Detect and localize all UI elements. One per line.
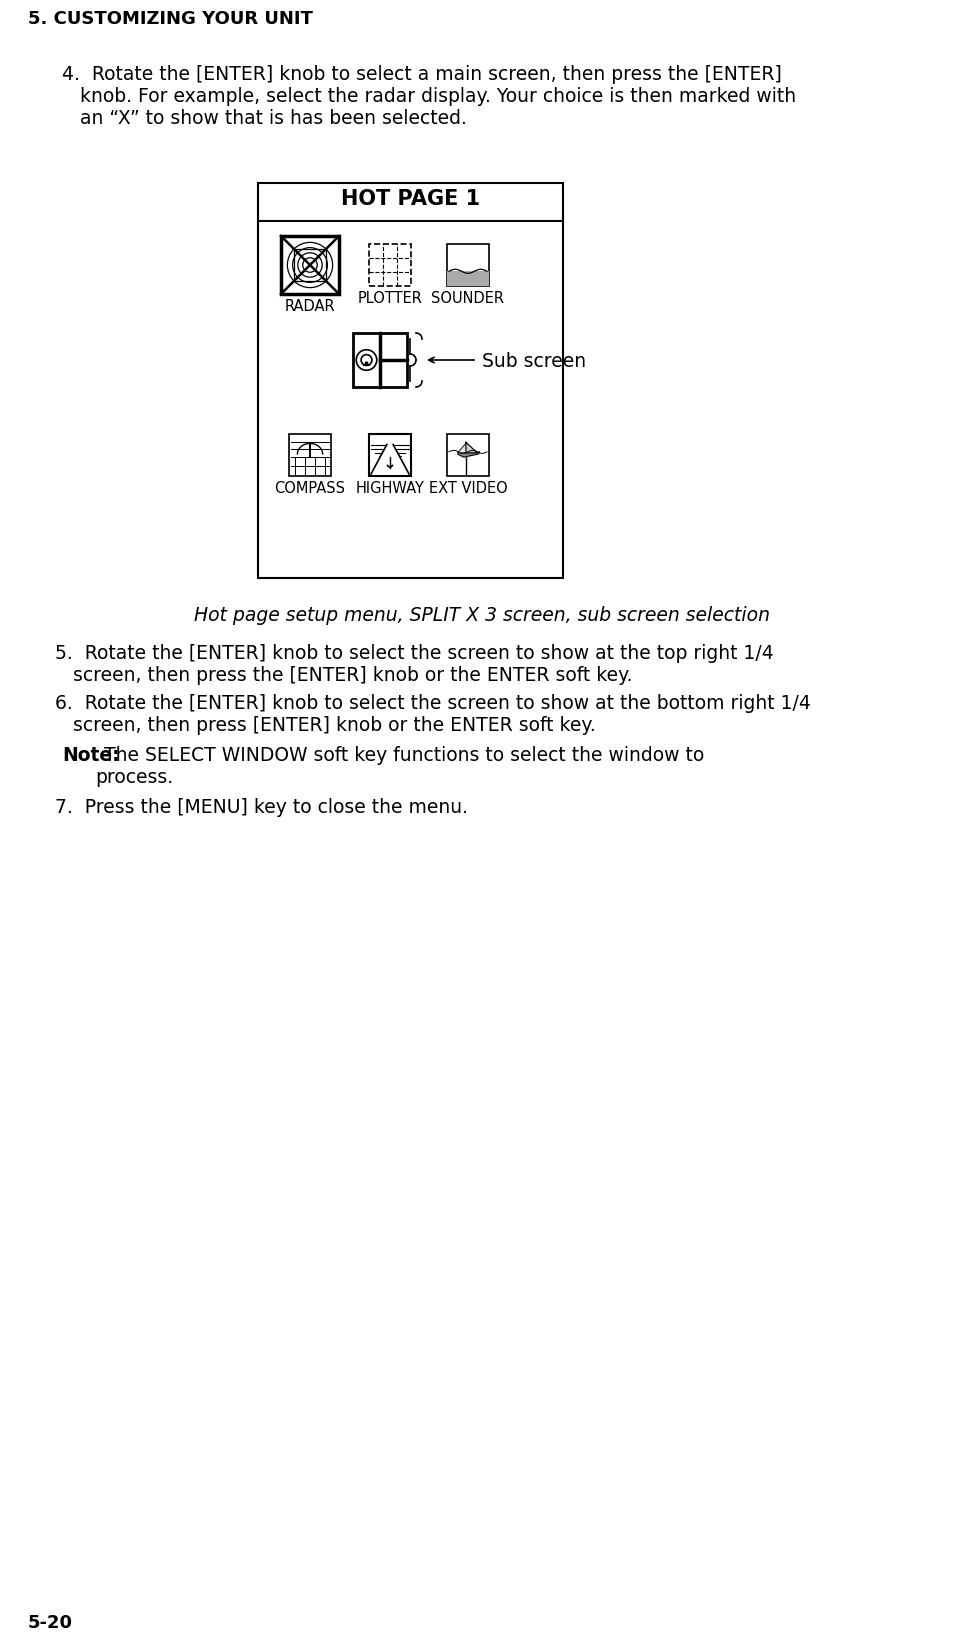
Text: 4.  Rotate the [ENTER] knob to select a main screen, then press the [ENTER]: 4. Rotate the [ENTER] knob to select a m…	[62, 65, 782, 83]
Polygon shape	[457, 443, 466, 453]
Bar	[369, 243, 411, 286]
Circle shape	[365, 361, 369, 364]
Text: SOUNDER: SOUNDER	[431, 291, 505, 306]
Text: HOT PAGE 1: HOT PAGE 1	[341, 190, 480, 209]
Text: PLOTTER: PLOTTER	[358, 291, 423, 306]
Text: Hot page setup menu, SPLIT X 3 screen, sub screen selection: Hot page setup menu, SPLIT X 3 screen, s…	[194, 606, 770, 624]
Text: screen, then press [ENTER] knob or the ENTER soft key.: screen, then press [ENTER] knob or the E…	[73, 716, 595, 735]
Bar	[294, 248, 326, 281]
Text: The SELECT WINDOW soft key functions to select the window to: The SELECT WINDOW soft key functions to …	[104, 747, 704, 765]
Bar	[258, 183, 563, 578]
Text: 5-20: 5-20	[28, 1614, 73, 1632]
Text: Sub screen: Sub screen	[482, 351, 586, 371]
Text: knob. For example, select the radar display. Your choice is then marked with: knob. For example, select the radar disp…	[80, 87, 796, 106]
Polygon shape	[466, 443, 478, 453]
Bar	[281, 235, 339, 294]
Text: EXT VIDEO: EXT VIDEO	[428, 480, 508, 497]
Text: RADAR: RADAR	[285, 299, 335, 314]
Text: HIGHWAY: HIGHWAY	[355, 480, 425, 497]
Text: 5.  Rotate the [ENTER] knob to select the screen to show at the top right 1/4: 5. Rotate the [ENTER] knob to select the…	[55, 644, 774, 663]
Bar	[447, 271, 489, 286]
Bar	[447, 243, 489, 286]
Text: 7.  Press the [MENU] key to close the menu.: 7. Press the [MENU] key to close the men…	[55, 797, 468, 817]
Text: screen, then press the [ENTER] knob or the ENTER soft key.: screen, then press the [ENTER] knob or t…	[73, 667, 632, 685]
Text: COMPASS: COMPASS	[274, 480, 345, 497]
Text: 6.  Rotate the [ENTER] knob to select the screen to show at the bottom right 1/4: 6. Rotate the [ENTER] knob to select the…	[55, 694, 811, 712]
Text: an “X” to show that is has been selected.: an “X” to show that is has been selected…	[80, 109, 467, 127]
Bar	[353, 333, 407, 387]
Bar	[289, 435, 331, 475]
Polygon shape	[371, 444, 409, 474]
Polygon shape	[457, 453, 480, 458]
Text: 5. CUSTOMIZING YOUR UNIT: 5. CUSTOMIZING YOUR UNIT	[28, 10, 313, 28]
Bar	[369, 435, 411, 475]
Text: process.: process.	[95, 768, 173, 788]
Bar	[447, 435, 489, 475]
Text: Note:: Note:	[62, 747, 120, 765]
